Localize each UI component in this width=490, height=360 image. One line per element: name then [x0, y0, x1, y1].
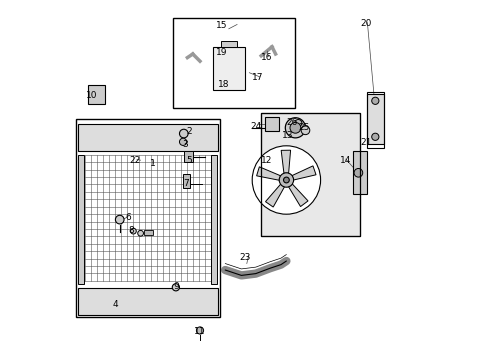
- Text: 10: 10: [86, 91, 98, 100]
- Bar: [77, 155, 84, 284]
- Text: 22: 22: [129, 156, 141, 165]
- Bar: [144, 230, 153, 235]
- Text: 23: 23: [239, 253, 251, 262]
- Circle shape: [280, 174, 293, 186]
- Text: 1: 1: [150, 159, 156, 168]
- Bar: [265, 117, 279, 131]
- Circle shape: [354, 168, 363, 177]
- Circle shape: [284, 177, 289, 183]
- Circle shape: [279, 173, 294, 187]
- Circle shape: [116, 215, 124, 224]
- Text: 6: 6: [125, 213, 131, 222]
- Text: 2: 2: [186, 127, 192, 136]
- Bar: [184, 151, 193, 162]
- Text: 8: 8: [129, 226, 134, 235]
- Bar: [261, 113, 360, 236]
- Bar: [183, 174, 190, 188]
- Bar: [353, 151, 368, 194]
- Bar: [367, 92, 384, 148]
- Text: 7: 7: [183, 179, 189, 188]
- Circle shape: [294, 120, 302, 127]
- Text: 21: 21: [360, 138, 371, 147]
- Circle shape: [179, 138, 187, 145]
- Bar: [211, 155, 217, 284]
- Circle shape: [301, 126, 310, 135]
- Text: 4: 4: [113, 300, 118, 309]
- Circle shape: [252, 146, 320, 214]
- Bar: [77, 288, 218, 315]
- Bar: [76, 119, 220, 317]
- Polygon shape: [289, 184, 308, 207]
- Text: 9: 9: [174, 282, 179, 291]
- Text: 19: 19: [216, 48, 227, 57]
- Polygon shape: [266, 184, 284, 207]
- Text: 25: 25: [299, 123, 310, 132]
- Bar: [213, 47, 245, 90]
- Text: 20: 20: [360, 19, 371, 28]
- Text: 3: 3: [183, 140, 189, 149]
- Text: 15: 15: [216, 21, 227, 30]
- Polygon shape: [261, 113, 360, 236]
- Text: 24: 24: [250, 122, 262, 131]
- Text: 26: 26: [286, 118, 297, 127]
- Bar: [368, 94, 384, 144]
- Circle shape: [138, 230, 144, 236]
- Text: 11: 11: [194, 327, 206, 336]
- Bar: [220, 41, 237, 47]
- Bar: [77, 124, 218, 151]
- Bar: [88, 85, 104, 104]
- Circle shape: [372, 97, 379, 104]
- Circle shape: [290, 122, 301, 133]
- Circle shape: [130, 228, 136, 234]
- Text: 18: 18: [218, 80, 229, 89]
- Circle shape: [172, 284, 179, 291]
- Polygon shape: [257, 167, 281, 180]
- Polygon shape: [292, 166, 316, 180]
- Text: 14: 14: [340, 156, 351, 165]
- Circle shape: [285, 118, 305, 138]
- Bar: [173, 18, 295, 108]
- Circle shape: [372, 133, 379, 140]
- Text: 13: 13: [282, 131, 294, 140]
- Circle shape: [179, 129, 188, 138]
- Text: 5: 5: [186, 156, 192, 165]
- Circle shape: [196, 327, 204, 334]
- Polygon shape: [281, 150, 291, 173]
- Text: 17: 17: [252, 73, 263, 82]
- Text: 12: 12: [261, 156, 272, 165]
- Text: 16: 16: [261, 53, 272, 62]
